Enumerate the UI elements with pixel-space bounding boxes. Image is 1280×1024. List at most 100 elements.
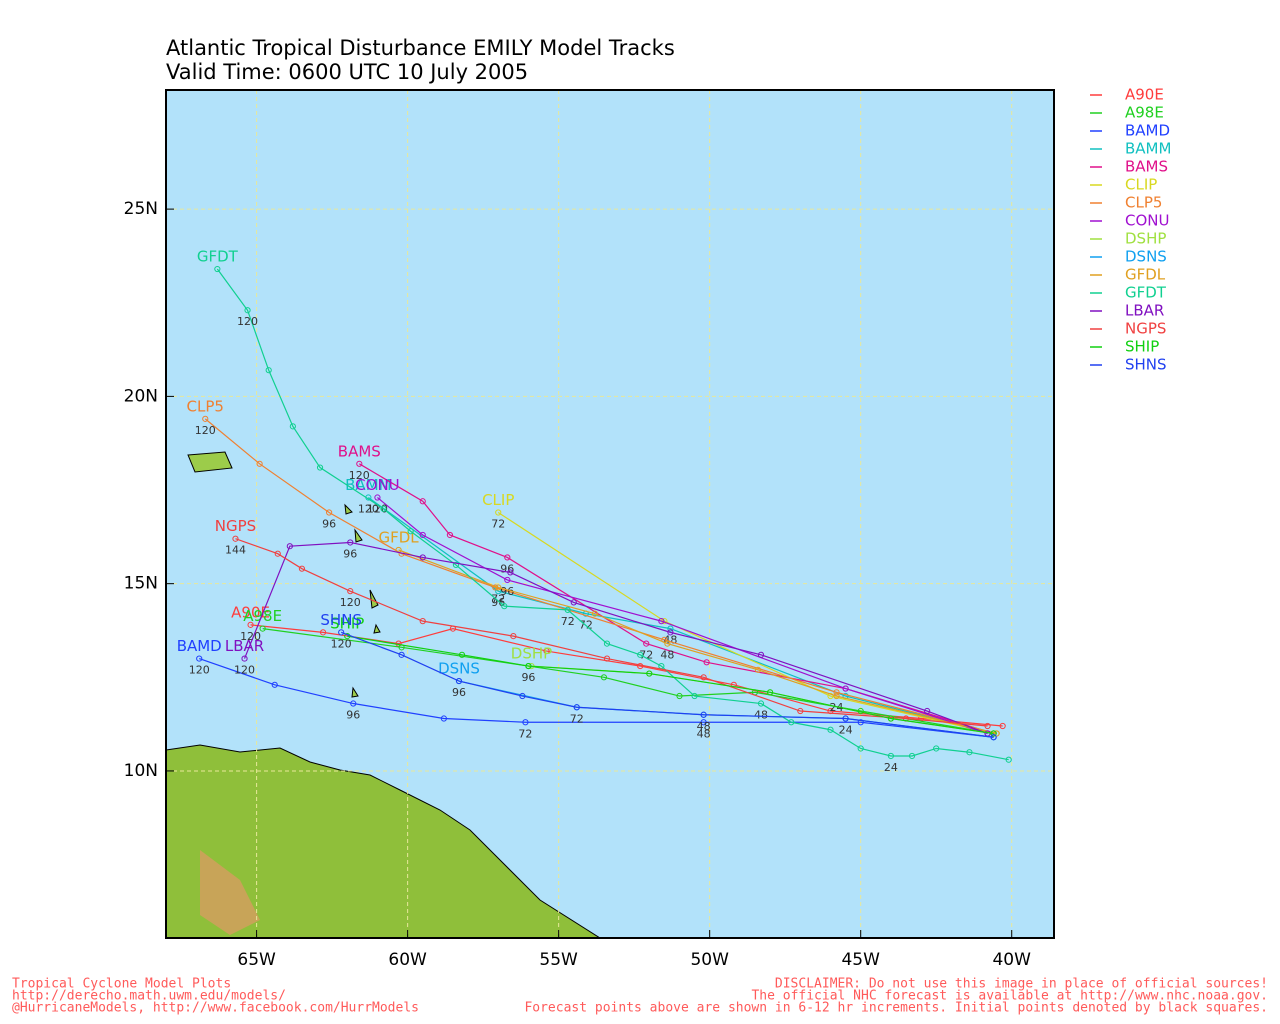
legend-label: NGPS bbox=[1125, 320, 1166, 338]
track-name: GFDT bbox=[197, 248, 239, 266]
track-point bbox=[833, 692, 840, 700]
hour-label: 96 bbox=[521, 671, 535, 684]
footer: Tropical Cyclone Model Plotshttp://derec… bbox=[12, 977, 1268, 1016]
track-point bbox=[757, 700, 765, 707]
legend-label: DSNS bbox=[1125, 248, 1167, 266]
hour-label: 72 bbox=[639, 649, 653, 662]
track-point bbox=[232, 535, 239, 542]
track-point bbox=[887, 715, 894, 722]
track-point bbox=[924, 707, 931, 715]
track-point bbox=[241, 655, 248, 662]
hour-label: 96 bbox=[452, 686, 466, 699]
footer-left: Tropical Cyclone Model Plots bbox=[12, 977, 231, 992]
track-name: A90E bbox=[231, 603, 270, 621]
track-point bbox=[766, 689, 774, 696]
track-name: BAMD bbox=[177, 637, 222, 655]
track-point bbox=[440, 715, 447, 722]
track-point bbox=[603, 655, 611, 662]
track-name: NGPS bbox=[215, 517, 256, 535]
track-point bbox=[446, 531, 454, 539]
track-point bbox=[993, 730, 1000, 737]
track-point bbox=[788, 719, 795, 726]
track-point bbox=[658, 618, 665, 625]
track-point bbox=[298, 565, 306, 572]
track-point bbox=[458, 651, 466, 658]
track-point bbox=[933, 745, 940, 752]
track-point bbox=[522, 719, 529, 726]
track-point bbox=[990, 730, 997, 737]
track-point bbox=[214, 265, 221, 273]
track-point bbox=[347, 588, 354, 595]
footer-right: Forecast points above are shown in 6-12 … bbox=[524, 1001, 1268, 1016]
track-point bbox=[507, 569, 514, 576]
title: Atlantic Tropical Disturbance EMILY Mode… bbox=[166, 36, 675, 60]
track-point bbox=[754, 666, 762, 673]
track-name: A98E bbox=[243, 607, 282, 625]
track-point bbox=[319, 629, 327, 636]
y-tick-label: 15N bbox=[124, 574, 158, 594]
track-name: BAMS bbox=[338, 442, 381, 460]
hour-label: 120 bbox=[358, 503, 379, 516]
track-point bbox=[643, 640, 650, 647]
track-point bbox=[196, 655, 203, 662]
legend-label: CLIP bbox=[1125, 176, 1157, 194]
track-point bbox=[326, 509, 333, 516]
track-point bbox=[908, 752, 916, 760]
x-tick-label: 40W bbox=[992, 950, 1031, 970]
track-point bbox=[256, 460, 263, 467]
track-point bbox=[667, 625, 674, 632]
hour-label: 120 bbox=[195, 424, 216, 437]
track-point bbox=[703, 659, 710, 666]
track-point bbox=[543, 647, 550, 655]
hour-label: 48 bbox=[754, 709, 768, 722]
track-point bbox=[350, 700, 357, 707]
hour-label: 24 bbox=[884, 761, 898, 774]
hour-label: 96 bbox=[322, 518, 336, 531]
track-line bbox=[398, 549, 997, 735]
footer-left: http://derecho.math.uwm.edu/models/ bbox=[12, 989, 286, 1004]
x-tick-label: 60W bbox=[388, 950, 427, 970]
legend: A90EA98EBAMDBAMMBAMSCLIPCLP5CONUDSHPDSNS… bbox=[1090, 86, 1171, 374]
track-line bbox=[497, 511, 994, 735]
track-point bbox=[265, 367, 272, 374]
track-point bbox=[676, 692, 683, 700]
hour-label: 120 bbox=[234, 664, 255, 677]
track-point bbox=[398, 651, 405, 658]
hour-label: 72 bbox=[518, 727, 532, 740]
track-name: SHNS bbox=[320, 611, 362, 629]
track-name: CONU bbox=[355, 476, 399, 494]
track-point bbox=[419, 618, 426, 625]
track-point bbox=[274, 550, 281, 557]
track-point bbox=[664, 640, 671, 647]
track-point bbox=[510, 633, 517, 640]
track-point bbox=[797, 707, 804, 715]
legend-label: SHIP bbox=[1125, 338, 1159, 356]
highlands bbox=[200, 850, 260, 935]
track-line bbox=[359, 463, 994, 735]
legend-label: DSHP bbox=[1125, 230, 1166, 248]
track-point bbox=[842, 715, 849, 722]
track-point bbox=[570, 599, 577, 606]
track-name: CLP5 bbox=[187, 397, 224, 415]
track-point bbox=[419, 554, 426, 561]
axes: 65W 60W 55W 50W 45W 40W 10N 15N 20N 25N bbox=[124, 199, 1031, 970]
track-point bbox=[591, 610, 598, 617]
hour-label: 120 bbox=[349, 469, 370, 482]
track-point bbox=[202, 415, 209, 422]
hour-label: 72 bbox=[561, 615, 575, 628]
hour-label: 120 bbox=[189, 664, 210, 677]
track-line bbox=[204, 418, 997, 735]
track-point bbox=[857, 719, 864, 726]
track-point bbox=[857, 745, 864, 752]
track-point bbox=[244, 307, 251, 314]
track-line bbox=[235, 538, 988, 727]
footer-right: The official NHC forecast is available a… bbox=[751, 989, 1268, 1004]
legend-label: A90E bbox=[1125, 86, 1164, 104]
legend-label: A98E bbox=[1125, 104, 1164, 122]
hour-label: 96 bbox=[343, 547, 357, 560]
hour-label: 48 bbox=[697, 727, 711, 740]
hour-label: 120 bbox=[340, 596, 361, 609]
track-point bbox=[646, 670, 653, 677]
